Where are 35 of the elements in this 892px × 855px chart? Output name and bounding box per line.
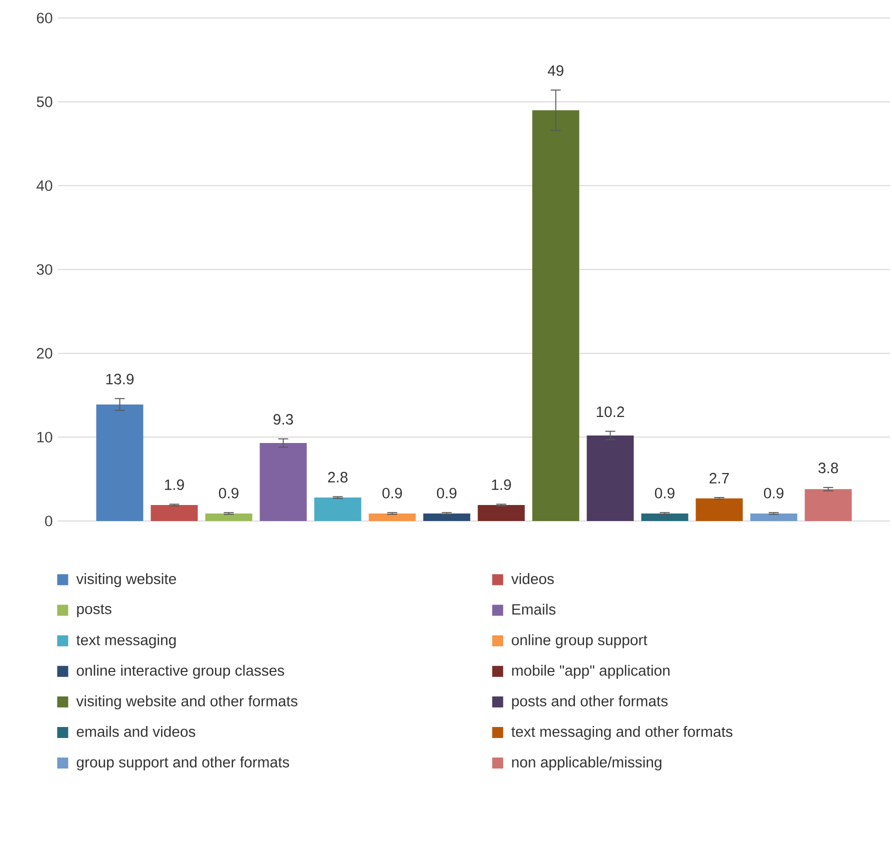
legend-label: Emails bbox=[512, 604, 556, 615]
y-tick-label: 40 bbox=[36, 180, 52, 191]
legend-label: non applicable/missing bbox=[512, 756, 662, 770]
data-label: 3.8 bbox=[818, 462, 838, 474]
data-label: 10.2 bbox=[596, 406, 624, 418]
data-label: 0.9 bbox=[764, 488, 784, 498]
data-label: 0.9 bbox=[382, 488, 402, 498]
legend-label: visiting website bbox=[76, 573, 176, 588]
data-label: 2.7 bbox=[710, 472, 729, 484]
legend-label: posts and other formats bbox=[512, 695, 668, 710]
y-tick-label: 50 bbox=[36, 96, 52, 108]
data-label: 0.9 bbox=[218, 488, 238, 498]
y-tick-label: 30 bbox=[36, 264, 52, 275]
y-tick-label: 10 bbox=[37, 432, 52, 442]
data-label: 0.9 bbox=[436, 488, 456, 498]
legend-label: online group support bbox=[512, 634, 648, 648]
legend-label: mobile "app" application bbox=[512, 664, 670, 679]
legend-label: posts bbox=[77, 604, 112, 618]
legend-label: group support and other formats bbox=[76, 756, 290, 770]
legend-label: videos bbox=[511, 573, 554, 584]
data-label: 1.9 bbox=[165, 479, 184, 490]
legend-label: visiting website and other formats bbox=[76, 695, 298, 710]
legend-label: emails and videos bbox=[76, 726, 196, 737]
legend-label: text messaging bbox=[76, 634, 176, 648]
data-label: 1.9 bbox=[492, 479, 511, 490]
data-label: 2.8 bbox=[328, 472, 348, 482]
y-tick-label: 0 bbox=[45, 516, 52, 526]
data-label: 0.9 bbox=[654, 488, 674, 498]
legend-label: text messaging and other formats bbox=[511, 726, 732, 740]
y-tick-label: 20 bbox=[36, 348, 52, 359]
data-label: 49 bbox=[548, 65, 564, 76]
legend-label: online interactive group classes bbox=[76, 664, 284, 679]
data-label: 13.9 bbox=[106, 374, 134, 384]
data-label: 9.3 bbox=[274, 414, 293, 425]
y-tick-label: 60 bbox=[36, 12, 52, 24]
